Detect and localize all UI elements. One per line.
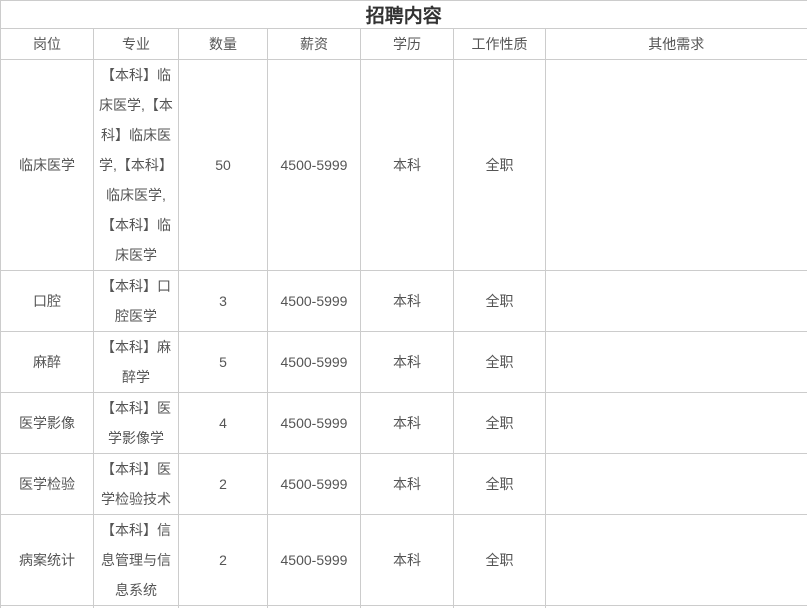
cell-education: 本科 bbox=[360, 514, 454, 606]
cell-education: 本科 bbox=[360, 392, 454, 454]
cell-count: 3 bbox=[178, 605, 268, 608]
table-row: 临床医学 【本科】临床医学,【本科】临床医学,【本科】临床医学,【本科】临床医学 5… bbox=[0, 59, 807, 271]
cell-position: 临床医学 bbox=[0, 59, 94, 271]
cell-position: 口腔 bbox=[0, 270, 94, 332]
cell-position: 麻醉 bbox=[0, 331, 94, 393]
page-title: 招聘内容 bbox=[0, 0, 807, 29]
cell-job-type: 全职 bbox=[453, 331, 546, 393]
cell-job-type: 全职 bbox=[453, 514, 546, 606]
cell-major: 【本科】药学,【本科】中药制药 bbox=[93, 605, 179, 608]
cell-education: 本科 bbox=[360, 605, 454, 608]
column-header-4: 学历 bbox=[360, 28, 454, 60]
cell-major: 【本科】医学检验技术 bbox=[93, 453, 179, 515]
cell-count: 4 bbox=[178, 392, 268, 454]
cell-job-type: 全职 bbox=[453, 453, 546, 515]
cell-count: 2 bbox=[178, 514, 268, 606]
column-header-5: 工作性质 bbox=[453, 28, 546, 60]
cell-major: 【本科】医学影像学 bbox=[93, 392, 179, 454]
table-row: 医学影像 【本科】医学影像学 4 4500-5999 本科 全职 bbox=[0, 392, 807, 454]
cell-education: 本科 bbox=[360, 270, 454, 332]
cell-major: 【本科】麻醉学 bbox=[93, 331, 179, 393]
cell-job-type: 全职 bbox=[453, 392, 546, 454]
cell-salary: 4500-5999 bbox=[267, 331, 361, 393]
cell-salary: 4500-5999 bbox=[267, 605, 361, 608]
column-header-0: 岗位 bbox=[0, 28, 94, 60]
cell-other bbox=[545, 59, 807, 271]
table-row: 病案统计 【本科】信息管理与信息系统 2 4500-5999 本科 全职 bbox=[0, 514, 807, 606]
cell-count: 2 bbox=[178, 453, 268, 515]
cell-other bbox=[545, 514, 807, 606]
cell-count: 50 bbox=[178, 59, 268, 271]
cell-other bbox=[545, 392, 807, 454]
table-row: 口腔 【本科】口腔医学 3 4500-5999 本科 全职 bbox=[0, 270, 807, 332]
cell-education: 本科 bbox=[360, 59, 454, 271]
cell-job-type: 全职 bbox=[453, 605, 546, 608]
cell-position: 药剂 bbox=[0, 605, 94, 608]
cell-other bbox=[545, 270, 807, 332]
table-row: 麻醉 【本科】麻醉学 5 4500-5999 本科 全职 bbox=[0, 331, 807, 393]
column-header-2: 数量 bbox=[178, 28, 268, 60]
cell-other bbox=[545, 453, 807, 515]
cell-position: 病案统计 bbox=[0, 514, 94, 606]
cell-salary: 4500-5999 bbox=[267, 453, 361, 515]
table-header-row: 岗位 专业 数量 薪资 学历 工作性质 其他需求 bbox=[0, 28, 807, 60]
cell-education: 本科 bbox=[360, 453, 454, 515]
cell-salary: 4500-5999 bbox=[267, 392, 361, 454]
cell-salary: 4500-5999 bbox=[267, 59, 361, 271]
title-row: 招聘内容 bbox=[0, 0, 807, 29]
cell-other bbox=[545, 605, 807, 608]
cell-major: 【本科】信息管理与信息系统 bbox=[93, 514, 179, 606]
table-row: 医学检验 【本科】医学检验技术 2 4500-5999 本科 全职 bbox=[0, 453, 807, 515]
cell-other bbox=[545, 331, 807, 393]
column-header-3: 薪资 bbox=[267, 28, 361, 60]
cell-salary: 4500-5999 bbox=[267, 270, 361, 332]
cell-major: 【本科】口腔医学 bbox=[93, 270, 179, 332]
cell-education: 本科 bbox=[360, 331, 454, 393]
cell-job-type: 全职 bbox=[453, 59, 546, 271]
cell-count: 5 bbox=[178, 331, 268, 393]
column-header-1: 专业 bbox=[93, 28, 179, 60]
column-header-6: 其他需求 bbox=[545, 28, 807, 60]
cell-position: 医学影像 bbox=[0, 392, 94, 454]
cell-count: 3 bbox=[178, 270, 268, 332]
cell-major: 【本科】临床医学,【本科】临床医学,【本科】临床医学,【本科】临床医学 bbox=[93, 59, 179, 271]
cell-salary: 4500-5999 bbox=[267, 514, 361, 606]
cell-job-type: 全职 bbox=[453, 270, 546, 332]
cell-position: 医学检验 bbox=[0, 453, 94, 515]
